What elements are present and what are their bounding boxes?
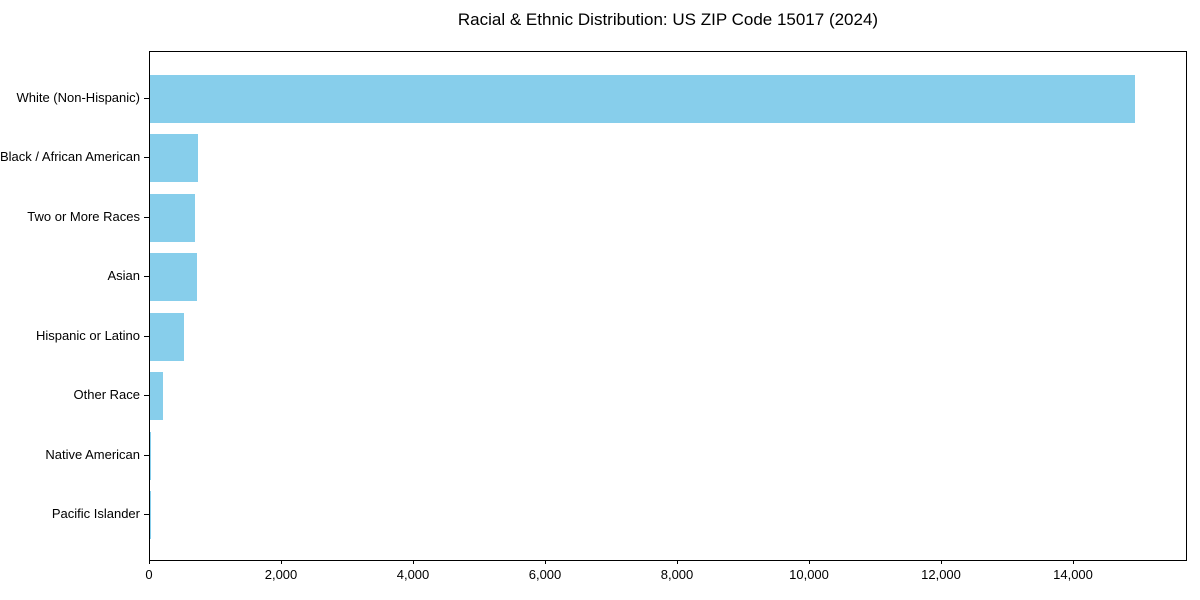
x-tick-label: 8,000: [660, 567, 694, 582]
bar-black-african-american: [150, 134, 198, 182]
chart-title: Racial & Ethnic Distribution: US ZIP Cod…: [457, 10, 879, 29]
x-tick-label: 12,000: [921, 567, 961, 582]
y-tick-mark: [144, 217, 149, 218]
y-tick-mark: [144, 336, 149, 337]
x-tick-label: 4,000: [396, 567, 430, 582]
y-tick-mark: [144, 395, 149, 396]
y-tick-label: Asian: [107, 268, 140, 283]
x-tick-mark: [281, 560, 282, 564]
y-tick-label: Pacific Islander: [51, 506, 140, 521]
y-tick-label: Native American: [45, 447, 140, 462]
y-tick-mark: [144, 276, 149, 277]
bar-white-non-hispanic: [150, 75, 1136, 123]
x-tick-label: 14,000: [1053, 567, 1093, 582]
bar-native-american: [150, 432, 151, 480]
bar-two-or-more-races: [150, 194, 196, 242]
bar-other-race: [150, 372, 164, 420]
bar-hispanic-or-latino: [150, 313, 185, 361]
x-tick-mark: [677, 560, 678, 564]
bar-asian: [150, 253, 197, 301]
y-tick-label: Two or More Races: [27, 209, 140, 224]
x-tick-mark: [413, 560, 414, 564]
plot-area: [149, 51, 1187, 561]
y-tick-mark: [144, 514, 149, 515]
x-tick-mark: [941, 560, 942, 564]
x-tick-mark: [809, 560, 810, 564]
y-tick-label: Hispanic or Latino: [35, 328, 140, 343]
y-tick-label: Other Race: [73, 387, 140, 402]
x-tick-mark: [149, 560, 150, 564]
y-tick-mark: [144, 98, 149, 99]
x-tick-mark: [545, 560, 546, 564]
x-tick-mark: [1073, 560, 1074, 564]
y-tick-mark: [144, 455, 149, 456]
y-tick-mark: [144, 157, 149, 158]
x-tick-label: 0: [145, 567, 153, 582]
x-tick-label: 6,000: [528, 567, 562, 582]
x-tick-label: 10,000: [789, 567, 829, 582]
y-tick-label: White (Non-Hispanic): [16, 90, 140, 105]
x-tick-label: 2,000: [264, 567, 298, 582]
y-tick-label: Black / African American: [0, 149, 141, 164]
